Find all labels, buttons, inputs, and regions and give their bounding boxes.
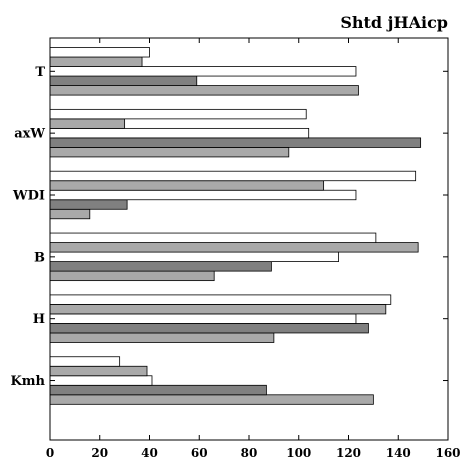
x-tick-label-20: 20: [91, 446, 108, 460]
y-tick-label-axw: axW: [14, 127, 45, 142]
bar-axw-s2: [49, 137, 422, 148]
bar-kmh-s2: [49, 384, 267, 396]
labels-layer: Kmh H B WDI axW T 0 20 40 60 80 100 120 140 160: [10, 65, 460, 460]
bar-h-s5: [49, 294, 392, 305]
bar-axw-s1: [49, 147, 290, 158]
bar-t-s1: [49, 85, 359, 96]
bar-h-s2: [49, 323, 369, 334]
bar-h-s4: [49, 304, 387, 315]
bar-t-s4: [49, 56, 143, 67]
bar-kmh-s4: [49, 365, 148, 377]
x-tick-label-40: 40: [141, 446, 158, 460]
bar-wdi-s1: [49, 208, 91, 220]
x-tick-label-140: 140: [386, 446, 411, 460]
y-tick-label-kmh: Kmh: [10, 374, 45, 389]
bar-h-s1: [49, 332, 275, 343]
bar-kmh-s5: [49, 356, 121, 367]
bar-h-s3: [49, 313, 357, 324]
bar-kmh-s3: [49, 375, 153, 386]
bar-wdi-s3: [49, 189, 357, 201]
bar-b-s4: [49, 242, 419, 253]
bar-b-s2: [49, 261, 272, 272]
bar-wdi-s2: [49, 199, 128, 210]
bars-layer: [49, 47, 422, 405]
bar-t-s3: [49, 66, 357, 77]
x-tick-label-160: 160: [435, 446, 460, 460]
chart-title: Shtd jHAicp: [340, 13, 448, 32]
y-tick-label-h: H: [33, 312, 45, 327]
bar-wdi-s4: [49, 180, 325, 191]
bar-kmh-s1: [49, 394, 374, 405]
x-tick-label-80: 80: [241, 446, 258, 460]
bar-axw-s5: [49, 108, 307, 120]
x-tick-label-0: 0: [46, 446, 54, 460]
y-tick-label-wdi: WDI: [12, 188, 45, 203]
bar-b-s5: [49, 232, 377, 243]
x-tick-label-120: 120: [336, 446, 361, 460]
bar-b-s3: [49, 251, 339, 262]
bar-axw-s3: [49, 127, 310, 139]
bar-axw-s4: [49, 118, 126, 129]
plot-frame: [49, 37, 449, 441]
x-tick-label-60: 60: [191, 446, 208, 460]
bar-t-s2: [49, 75, 198, 86]
x-tick-label-100: 100: [286, 446, 311, 460]
bar-wdi-s5: [49, 170, 417, 182]
bar-t-s5: [49, 47, 150, 58]
y-tick-label-b: B: [34, 250, 45, 265]
y-tick-label-t: T: [35, 65, 45, 80]
bar-b-s1: [49, 270, 215, 282]
